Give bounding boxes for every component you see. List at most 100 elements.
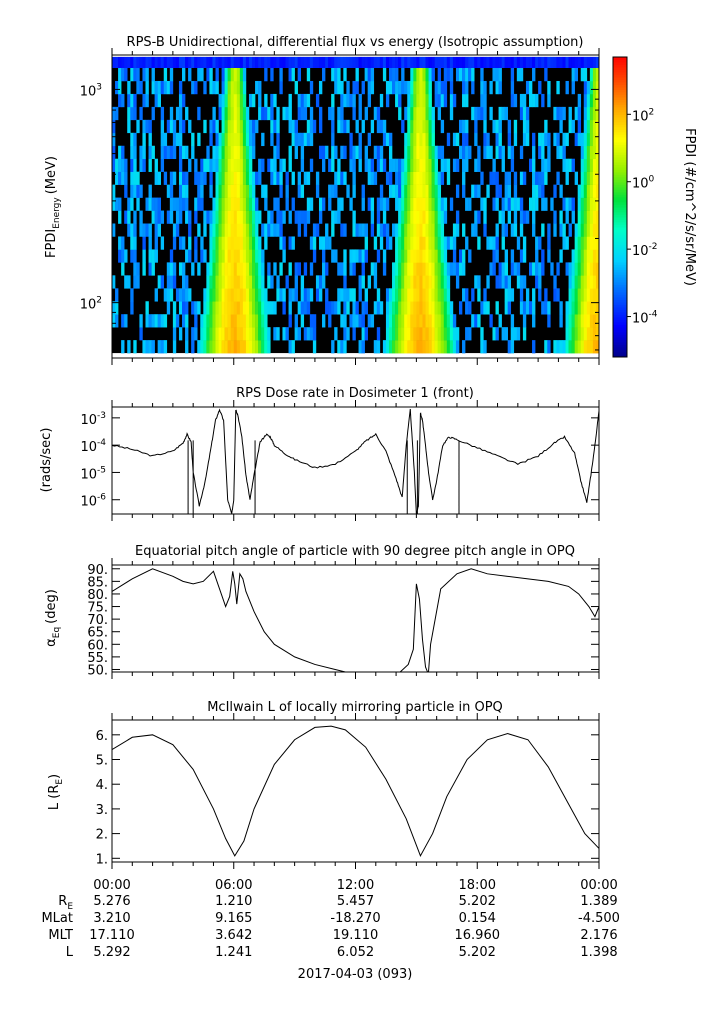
- spectrogram-cell: [595, 236, 599, 250]
- spectrogram-cell: [373, 171, 378, 185]
- spectrogram-cell: [434, 223, 438, 237]
- spectrogram-cell: [437, 68, 442, 82]
- spectrogram-cell: [565, 197, 569, 211]
- spectrogram-cell: [583, 171, 588, 185]
- spectrogram-cell: [318, 56, 323, 69]
- spectrogram-cell: [340, 340, 344, 354]
- spectrogram-cell: [556, 262, 560, 276]
- spectrogram-cell: [489, 236, 493, 250]
- spectrogram-cell: [252, 288, 256, 302]
- spectrogram-cell: [413, 210, 417, 224]
- spectrogram-cell: [309, 158, 314, 172]
- spectrogram-cell: [370, 68, 375, 82]
- spectrogram-cell: [382, 132, 387, 147]
- spectrogram-cell: [595, 68, 599, 82]
- spectrogram-cell: [434, 275, 438, 289]
- spectrogram-cell: [586, 56, 591, 69]
- spectrogram-cell: [182, 262, 186, 276]
- spectrogram-cell: [200, 158, 204, 172]
- spectrogram-cell: [462, 223, 466, 237]
- spectrogram-cell: [248, 119, 253, 134]
- spectrogram-cell: [118, 171, 122, 185]
- spectrogram-cell: [395, 314, 399, 328]
- spectrogram-cell: [264, 93, 268, 108]
- spectrogram-cell: [480, 197, 484, 211]
- spectrogram-cell: [370, 262, 375, 276]
- spectrogram-cell: [410, 288, 414, 302]
- colorbar-step: [613, 72, 627, 75]
- spectrogram-cell: [352, 171, 356, 185]
- colorbar-step: [613, 179, 627, 183]
- spectrogram-cell: [425, 327, 429, 341]
- spectrogram-cell: [291, 288, 295, 302]
- spectrogram-cell: [163, 314, 168, 328]
- spectrogram-cell: [358, 223, 362, 237]
- spectrogram-cell: [528, 158, 533, 172]
- spectrogram-cell: [175, 132, 180, 147]
- spectrogram-cell: [568, 106, 572, 121]
- spectrogram-cell: [248, 262, 253, 276]
- spectrogram-cell: [437, 80, 442, 95]
- spectrogram-cell: [227, 314, 232, 328]
- spectrogram-cell: [583, 249, 588, 263]
- spectrogram-cell: [392, 327, 396, 341]
- spectrogram-cell: [239, 158, 244, 172]
- spectrogram-cell: [252, 93, 256, 108]
- spectrogram-cell: [422, 249, 426, 263]
- spectrogram-cell: [410, 223, 414, 237]
- spectrogram-cell: [538, 184, 542, 198]
- spectrogram-cell: [498, 210, 502, 224]
- spectrogram-cell: [419, 262, 423, 276]
- spectrogram-cell: [227, 340, 232, 354]
- l-value: 1.241: [215, 945, 252, 960]
- re-value: 5.202: [459, 894, 496, 909]
- spectrogram-cell: [370, 210, 375, 224]
- colorbar-step: [613, 109, 627, 113]
- spectrogram-cell: [452, 56, 457, 69]
- spectrogram-cell: [422, 340, 426, 354]
- spectrogram-cell: [139, 210, 143, 224]
- spectrogram-cell: [194, 171, 198, 185]
- spectrogram-cell: [239, 249, 244, 263]
- spectrogram-cell: [401, 301, 405, 315]
- spectrogram-cell: [252, 301, 256, 315]
- spectrogram-cell: [367, 171, 372, 185]
- spectrogram-cell: [559, 249, 563, 263]
- spectrogram-cell: [121, 314, 125, 328]
- spectrogram-cell: [410, 327, 414, 341]
- spectrogram-cell: [416, 210, 420, 224]
- spectrogram-cell: [437, 93, 442, 108]
- spectrogram-cell: [452, 327, 457, 341]
- spectrogram-cell: [462, 93, 466, 108]
- spectrogram-cell: [373, 301, 378, 315]
- spectrogram-cell: [270, 93, 274, 108]
- spectrogram-cell: [258, 314, 262, 328]
- spectrogram-cell: [431, 223, 435, 237]
- spectrogram-cell: [580, 301, 585, 315]
- spectrogram-cell: [172, 132, 177, 147]
- spectrogram-cell: [571, 56, 575, 69]
- spectrogram-cell: [346, 93, 350, 108]
- spectrogram-cell: [571, 197, 575, 211]
- spectrogram-cell: [227, 171, 232, 185]
- spectrogram-cell: [252, 262, 256, 276]
- spectrogram-cell: [294, 145, 298, 160]
- spectrogram-cell: [452, 132, 457, 147]
- spectrogram-cell: [230, 56, 235, 69]
- spectrogram-cell: [230, 249, 235, 263]
- spectrogram-cell: [419, 275, 423, 289]
- spectrogram-cell: [221, 314, 225, 328]
- spectrogram-cell: [194, 314, 198, 328]
- spectrogram-cell: [382, 249, 387, 263]
- spectrogram-cell: [589, 314, 594, 328]
- spectrogram-cell: [495, 249, 499, 263]
- spectrogram-cell: [124, 314, 128, 328]
- spectrogram-cell: [352, 56, 356, 69]
- spectrogram-cell: [568, 223, 572, 237]
- spectrogram-cell: [568, 158, 572, 172]
- spectrogram-cell: [239, 56, 244, 69]
- spectrogram-cell: [258, 301, 262, 315]
- spectrogram-cell: [203, 80, 207, 95]
- spectrogram-cell: [248, 158, 253, 172]
- spectrogram-cell: [358, 249, 362, 263]
